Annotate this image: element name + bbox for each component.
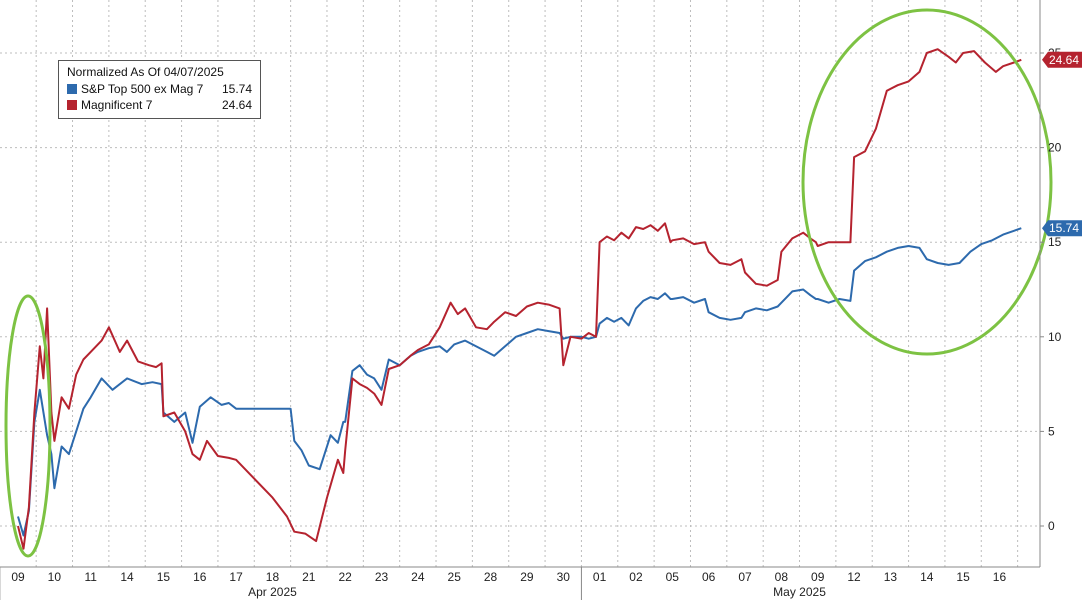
x-tick-label: 12 xyxy=(847,570,861,584)
legend-swatch-sp500 xyxy=(67,84,77,94)
last-value-tag-shape xyxy=(1042,51,1082,68)
y-tick-label: 5 xyxy=(1048,424,1055,438)
series-line-0 xyxy=(17,227,1022,537)
x-tick-label: 16 xyxy=(993,570,1007,584)
x-tick-label: 14 xyxy=(120,570,134,584)
series-line-1 xyxy=(17,48,1022,550)
legend-name: Magnificent 7 xyxy=(81,98,153,112)
x-tick-label: 11 xyxy=(84,570,97,584)
highlight-ellipse-end xyxy=(801,8,1053,356)
legend-value: 15.74 xyxy=(221,82,252,96)
x-tick-labels: 09 10 11 14 15 16 17 18 21 22 23 24 25 28 29 30 01 02 05 06… xyxy=(11,570,1006,584)
x-tick-label: 28 xyxy=(484,570,498,584)
x-tick-label: 14 xyxy=(920,570,934,584)
x-tick-label: 22 xyxy=(338,570,352,584)
x-tick-label: 29 xyxy=(520,570,534,584)
last-value-tag: 24.64 xyxy=(1042,51,1082,68)
x-tick-label: 18 xyxy=(266,570,280,584)
x-tick-label: 15 xyxy=(157,570,171,584)
last-value-label: 24.64 xyxy=(1049,53,1079,67)
legend-swatch-mag7 xyxy=(67,100,77,110)
y-tick-label: 20 xyxy=(1048,141,1062,155)
y-tick-label: 15 xyxy=(1048,235,1062,249)
x-tick-label: 25 xyxy=(448,570,462,584)
legend-title: Normalized As Of 04/07/2025 xyxy=(67,65,224,79)
x-tick-label: 15 xyxy=(956,570,970,584)
x-tick-label: 09 xyxy=(11,570,25,584)
month-labels: Apr 2025 May 2025 xyxy=(0,567,826,600)
legend-value: 24.64 xyxy=(221,98,252,112)
x-tick-label: 24 xyxy=(411,570,425,584)
series-lines xyxy=(17,48,1022,550)
x-tick-label: 02 xyxy=(629,570,643,584)
last-value-tags: 15.74 24.64 xyxy=(1042,51,1082,237)
legend-item: Magnificent 7 24.64 xyxy=(67,97,252,113)
month-label: May 2025 xyxy=(773,585,826,599)
last-value-tag-shape xyxy=(1042,220,1082,237)
axes xyxy=(0,0,1041,568)
last-value-label: 15.74 xyxy=(1049,221,1079,235)
y-tick-labels: 0510152025 xyxy=(1040,46,1062,533)
legend-item: S&P Top 500 ex Mag 7 15.74 xyxy=(67,81,252,97)
x-tick-label: 09 xyxy=(811,570,825,584)
x-tick-label: 08 xyxy=(775,570,789,584)
x-tick-label: 21 xyxy=(302,570,316,584)
highlight-ellipse-start xyxy=(4,294,52,558)
x-tick-label: 23 xyxy=(375,570,389,584)
x-tick-label: 30 xyxy=(557,570,571,584)
legend-name: S&P Top 500 ex Mag 7 xyxy=(81,82,204,96)
x-tick-label: 05 xyxy=(666,570,680,584)
x-tick-label: 01 xyxy=(593,570,607,584)
highlight-ellipses xyxy=(4,8,1053,558)
y-tick-label: 10 xyxy=(1048,330,1062,344)
x-tick-label: 07 xyxy=(738,570,752,584)
x-tick-label: 10 xyxy=(48,570,62,584)
last-value-tag: 15.74 xyxy=(1042,220,1082,237)
x-tick-label: 16 xyxy=(193,570,207,584)
chart-legend: Normalized As Of 04/07/2025 S&P Top 500 … xyxy=(58,60,261,119)
y-tick-label: 0 xyxy=(1048,519,1055,533)
x-tick-label: 17 xyxy=(229,570,243,584)
x-tick-label: 06 xyxy=(702,570,716,584)
month-label: Apr 2025 xyxy=(248,585,297,599)
x-tick-label: 13 xyxy=(884,570,898,584)
